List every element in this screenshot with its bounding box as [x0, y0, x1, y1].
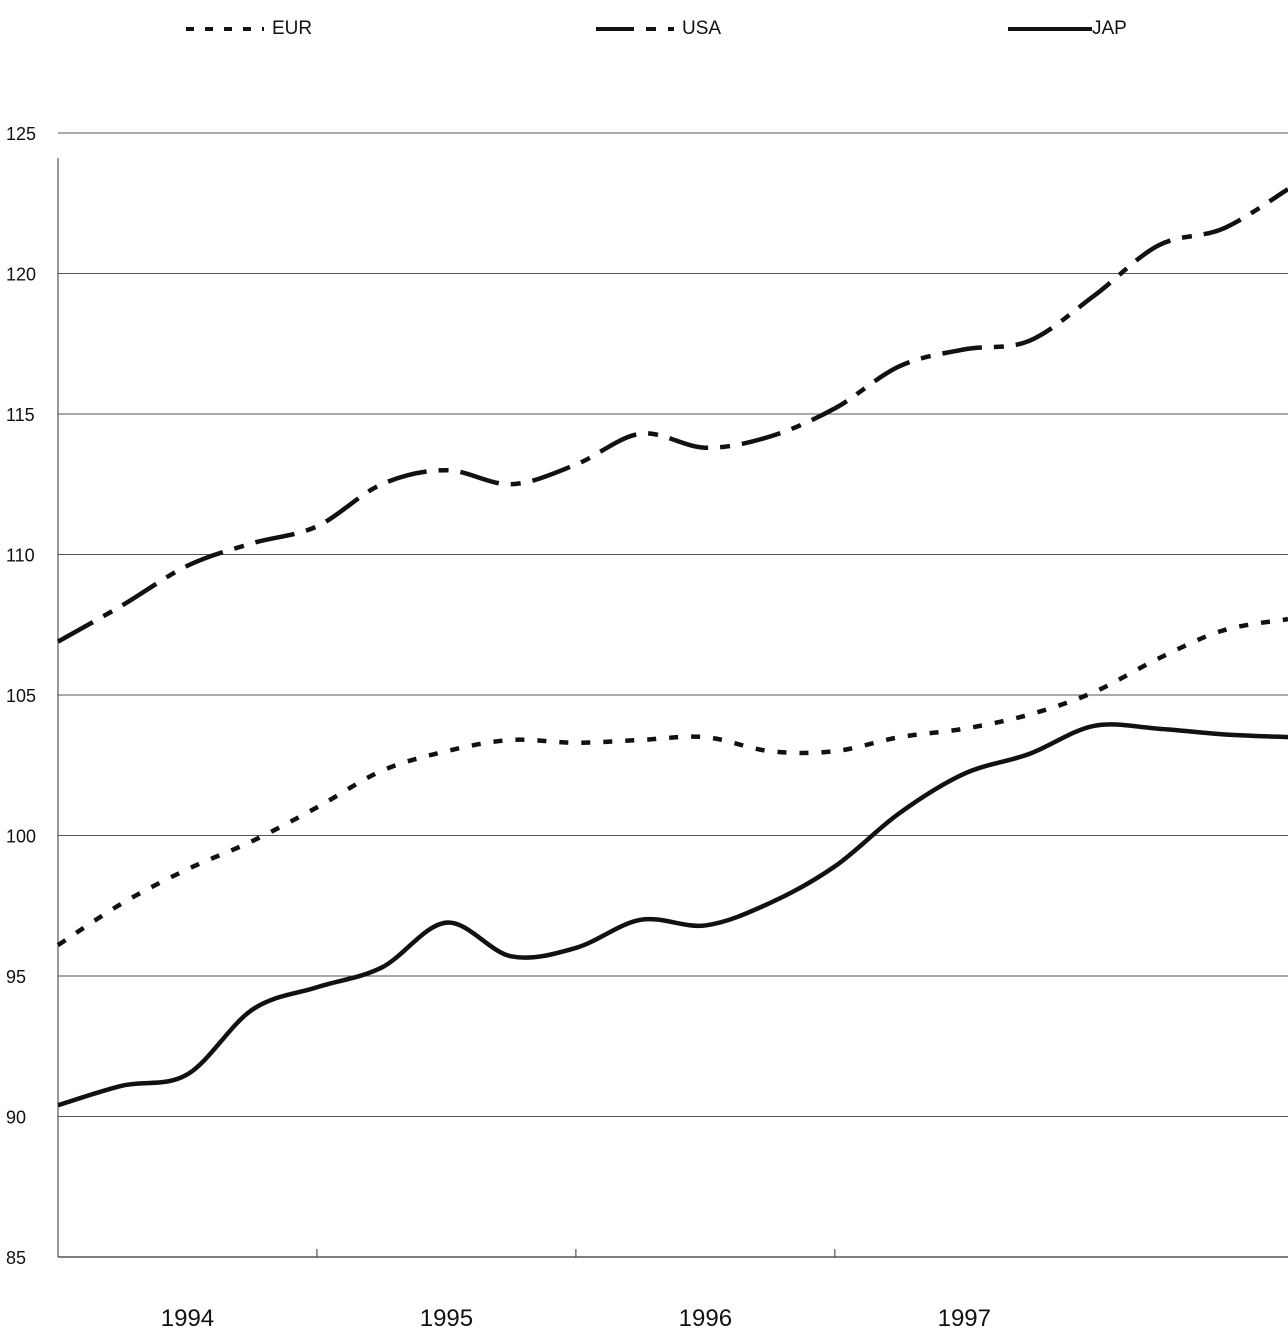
legend-item-jap: JAP — [1008, 14, 1127, 44]
y-tick-label-90: 90 — [6, 1108, 26, 1128]
legend: EUR USA JAP — [0, 14, 1288, 44]
legend-label-eur: EUR — [272, 18, 313, 39]
x-tick-label-1994: 1994 — [161, 1305, 214, 1331]
y-axis-ticks: 125 120 115 110 105 100 95 90 85 — [6, 124, 36, 1268]
y-tick-label-110: 110 — [6, 546, 35, 566]
legend-item-eur: EUR — [186, 14, 312, 44]
y-tick-label-125: 125 — [6, 124, 36, 144]
x-tick-label-1997: 1997 — [938, 1305, 991, 1331]
x-axis-ticks: 1994 1995 1996 1997 — [161, 1249, 991, 1331]
series-lines — [56, 187, 1288, 1108]
axes — [57, 158, 1288, 1258]
y-tick-label-120: 120 — [6, 265, 36, 285]
legend-swatch-eur — [186, 27, 264, 31]
y-tick-label-100: 100 — [6, 827, 36, 847]
y-tick-label-115: 115 — [6, 405, 35, 425]
x-tick-label-1996: 1996 — [679, 1305, 732, 1331]
y-tick-label-95: 95 — [6, 967, 26, 987]
legend-item-usa: USA — [596, 14, 721, 44]
series-line-jap — [57, 722, 1288, 1108]
legend-label-jap: JAP — [1092, 18, 1127, 39]
series-line-usa — [56, 187, 1288, 644]
y-tick-label-105: 105 — [6, 686, 36, 706]
y-tick-label-85: 85 — [6, 1248, 26, 1268]
legend-label-usa: USA — [682, 18, 722, 39]
series-line-eur — [56, 616, 1288, 947]
legend-swatch-usa — [596, 27, 674, 31]
x-tick-label-1995: 1995 — [420, 1305, 473, 1331]
grid-lines — [58, 132, 1288, 1258]
legend-swatch-jap — [1008, 27, 1092, 31]
